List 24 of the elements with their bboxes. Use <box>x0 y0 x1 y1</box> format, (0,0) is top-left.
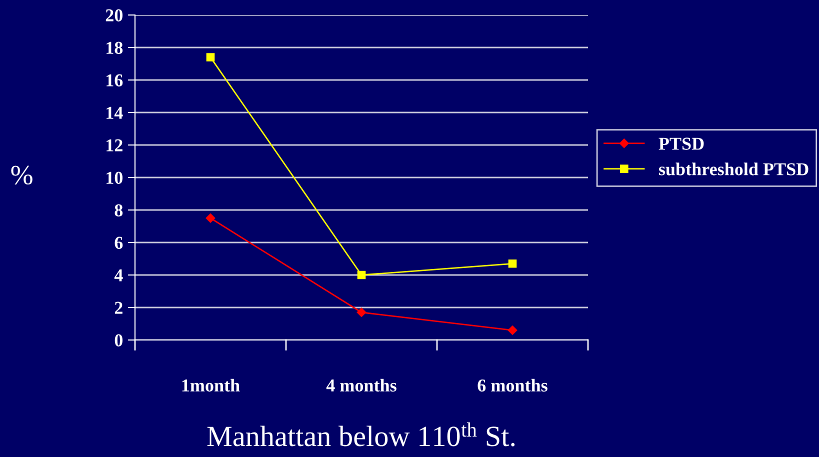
y-tick-label: 4 <box>114 269 123 282</box>
y-tick-label: 16 <box>106 74 123 86</box>
point <box>356 308 366 317</box>
point <box>206 214 216 223</box>
x-tick-label: 4 months <box>326 378 396 392</box>
point <box>357 270 366 280</box>
y-tick-label: 20 <box>106 9 123 22</box>
x-tick-label: 6 months <box>478 378 548 392</box>
y-tick-label: 2 <box>114 302 122 314</box>
y-tick-label: 12 <box>106 139 122 152</box>
point <box>508 259 517 268</box>
y-tick-label: 8 <box>114 204 123 216</box>
y-tick-label: 0 <box>114 334 123 346</box>
y-tick-label: 10 <box>106 172 123 184</box>
legend-label: PTSD <box>658 138 704 150</box>
legend-label: subthreshold PTSD <box>658 162 808 176</box>
point <box>206 53 215 62</box>
y-tick-label: 14 <box>106 106 123 119</box>
y-tick-label: 18 <box>106 42 123 54</box>
y-tick-label: 6 <box>114 236 123 249</box>
x-axis-title: Manhattan below 110$^{th}$ St. <box>207 422 515 446</box>
x-tick-label: 1month <box>182 378 240 392</box>
y-axis-title: % <box>11 166 32 185</box>
point <box>508 326 518 335</box>
